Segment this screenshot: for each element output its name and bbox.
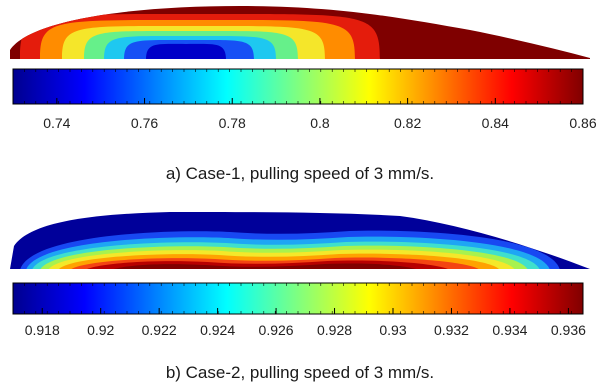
colorbar-a-gradient (12, 68, 584, 105)
colorbar-a-ticks: 0.74 0.76 0.78 0.8 0.82 0.84 0.86 (24, 69, 597, 131)
colorbar-tick-label: 0.928 (317, 322, 352, 338)
colorbar-tick-label: 0.8 (310, 115, 330, 131)
colorbar-tick-label: 0.82 (394, 115, 421, 131)
colorbar-a: 0.74 0.76 0.78 0.8 0.82 0.84 0.86 (12, 68, 597, 131)
colorbar-tick-label: 0.932 (434, 322, 469, 338)
colorbar-tick-label: 0.86 (569, 115, 596, 131)
colorbar-tick-label: 0.922 (142, 322, 177, 338)
colorbar-tick-label: 0.93 (379, 322, 406, 338)
contour-band-b-9 (110, 263, 420, 269)
colorbar-tick-label: 0.934 (492, 322, 527, 338)
colorbar-tick-label: 0.78 (219, 115, 246, 131)
colorbar-b-ticks: 0.918 0.92 0.922 0.924 0.926 0.928 0.93 0.932 0.… (24, 283, 586, 338)
colorbar-b: 0.918 0.92 0.922 0.924 0.926 0.928 0.93 0.932 0.… (12, 282, 586, 338)
colorbar-tick-label: 0.918 (25, 322, 60, 338)
colorbar-tick-label: 0.936 (551, 322, 586, 338)
colorbar-tick-label: 0.924 (200, 322, 235, 338)
colorbar-b-gradient (12, 282, 584, 315)
colorbar-tick-label: 0.74 (43, 115, 70, 131)
caption-a: a) Case-1, pulling speed of 3 mm/s. (165, 164, 435, 183)
colorbar-tick-label: 0.926 (259, 322, 294, 338)
caption-b: b) Case-2, pulling speed of 3 mm/s. (165, 363, 435, 382)
colorbar-tick-label: 0.92 (87, 322, 114, 338)
contour-plot-a (10, 6, 590, 59)
colorbar-tick-label: 0.76 (131, 115, 158, 131)
contour-band-a-7 (146, 43, 226, 59)
colorbar-tick-label: 0.84 (482, 115, 509, 131)
contour-plot-b (10, 212, 590, 269)
